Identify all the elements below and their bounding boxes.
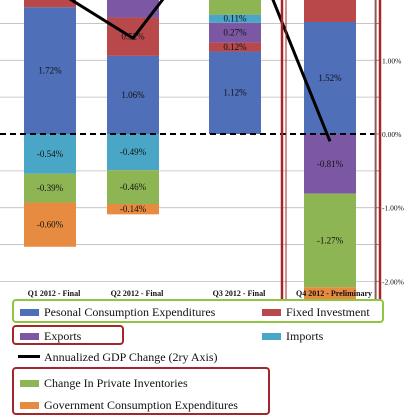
x-axis-labels: Q1 2012 - Final Q2 2012 - Final Q3 2012 - … [28, 289, 372, 298]
legend-label-fixed: Fixed Investment [286, 305, 370, 319]
data-label-exports-4: -0.81% [317, 159, 344, 169]
legend-label-pce: Pesonal Consumption Expenditures [44, 305, 216, 319]
y2-tick-label: -1.00% [382, 204, 404, 213]
bar-pesonal-consumption-expenditures-3 [209, 51, 261, 134]
y2-tick-label: 1.00% [382, 56, 401, 65]
bar-exports-4 [304, 134, 356, 194]
legend-highlight-green [12, 299, 384, 323]
data-label-change-in-private-inventories-1: -0.39% [37, 183, 64, 193]
legend-label-gdp: Annualized GDP Change (2ry Axis) [44, 350, 218, 364]
q4-inner-frame [285, 0, 377, 300]
gdp-line [68, 0, 332, 142]
legend-swatch-fixed [262, 309, 281, 316]
gdp-contribution-chart: 1.72%1.18%0.60%-0.54%-0.39%-0.60%1.06%0.… [0, 0, 404, 300]
legend: Pesonal Consumption Expenditures Fixed I… [0, 298, 420, 420]
bar-exports-2 [107, 0, 159, 18]
legend-swatch-pce [20, 309, 39, 316]
bar-fixed-investment-4 [304, 0, 356, 22]
legend-label-imports: Imports [286, 329, 324, 343]
q4-highlight [280, 0, 382, 300]
data-label-government-consumption-expenditures-2: -0.14% [120, 204, 147, 214]
bar-government-consumption-expenditures-1 [24, 202, 76, 247]
y2-tick-label: -2.00% [382, 277, 404, 286]
data-label-government-consumption-expenditures-1: -0.60% [37, 220, 64, 230]
legend-label-inventories: Change In Private Inventories [44, 376, 188, 390]
bar-fixed-investment-1 [24, 0, 76, 8]
legend-swatch-imports [262, 333, 281, 340]
bar-pesonal-consumption-expenditures-2 [107, 55, 159, 134]
data-label-change-in-private-inventories-2: -0.46% [120, 182, 147, 192]
data-label-fixed-investment-3: 0.12% [223, 42, 247, 52]
bar-change-in-private-inventories-3 [209, 0, 261, 15]
data-label-exports-3: 0.27% [223, 28, 247, 38]
bar-pesonal-consumption-expenditures-1 [24, 7, 76, 134]
legend-label-exports: Exports [44, 329, 82, 343]
x-tick-label-4: Q4 2012 - Preliminary [296, 289, 372, 298]
q4-outer-frame [280, 0, 382, 300]
bar-exports-3 [209, 22, 261, 43]
legend-highlight-red-exports [12, 325, 124, 345]
bar-government-consumption-expenditures-4 [304, 287, 356, 300]
data-label-pesonal-consumption-expenditures-1: 1.72% [38, 66, 62, 76]
data-label-imports-1: -0.54% [37, 149, 64, 159]
stacked-bars [24, 0, 356, 300]
bar-change-in-private-inventories-4 [304, 193, 356, 288]
x-tick-label-1: Q1 2012 - Final [28, 289, 81, 298]
bar-imports-2 [107, 134, 159, 171]
bar-imports-1 [24, 134, 76, 174]
data-labels: 1.72%1.18%0.60%-0.54%-0.39%-0.60%1.06%0.… [37, 14, 344, 246]
data-label-change-in-private-inventories-4: -1.27% [317, 235, 344, 245]
bar-change-in-private-inventories-2 [107, 170, 159, 205]
bar-imports-3 [209, 14, 261, 23]
data-label-imports-3: 0.11% [224, 14, 247, 24]
legend-swatch-inventories [20, 380, 39, 387]
bar-fixed-investment-3 [209, 42, 261, 52]
x-tick-label-2: Q2 2012 - Final [111, 289, 164, 298]
bar-pesonal-consumption-expenditures-4 [304, 21, 356, 135]
data-label-pesonal-consumption-expenditures-4: 1.52% [318, 73, 342, 83]
bar-change-in-private-inventories-1 [24, 173, 76, 203]
legend-swatch-government [20, 402, 39, 409]
legend-highlight-red-bottom [12, 367, 270, 415]
data-label-imports-2: -0.49% [120, 147, 147, 157]
y2-tick-label: 0.00% [382, 130, 401, 139]
legend-swatch-exports [20, 333, 39, 340]
legend-label-government: Government Consumption Expenditures [44, 398, 238, 412]
data-label-pesonal-consumption-expenditures-3: 1.12% [223, 88, 247, 98]
legend-swatch-gdp-line [18, 355, 40, 358]
gdp-line-path [68, 0, 332, 142]
data-label-pesonal-consumption-expenditures-2: 1.06% [121, 90, 145, 100]
bar-government-consumption-expenditures-2 [107, 204, 159, 215]
x-tick-label-3: Q3 2012 - Final [213, 289, 266, 298]
